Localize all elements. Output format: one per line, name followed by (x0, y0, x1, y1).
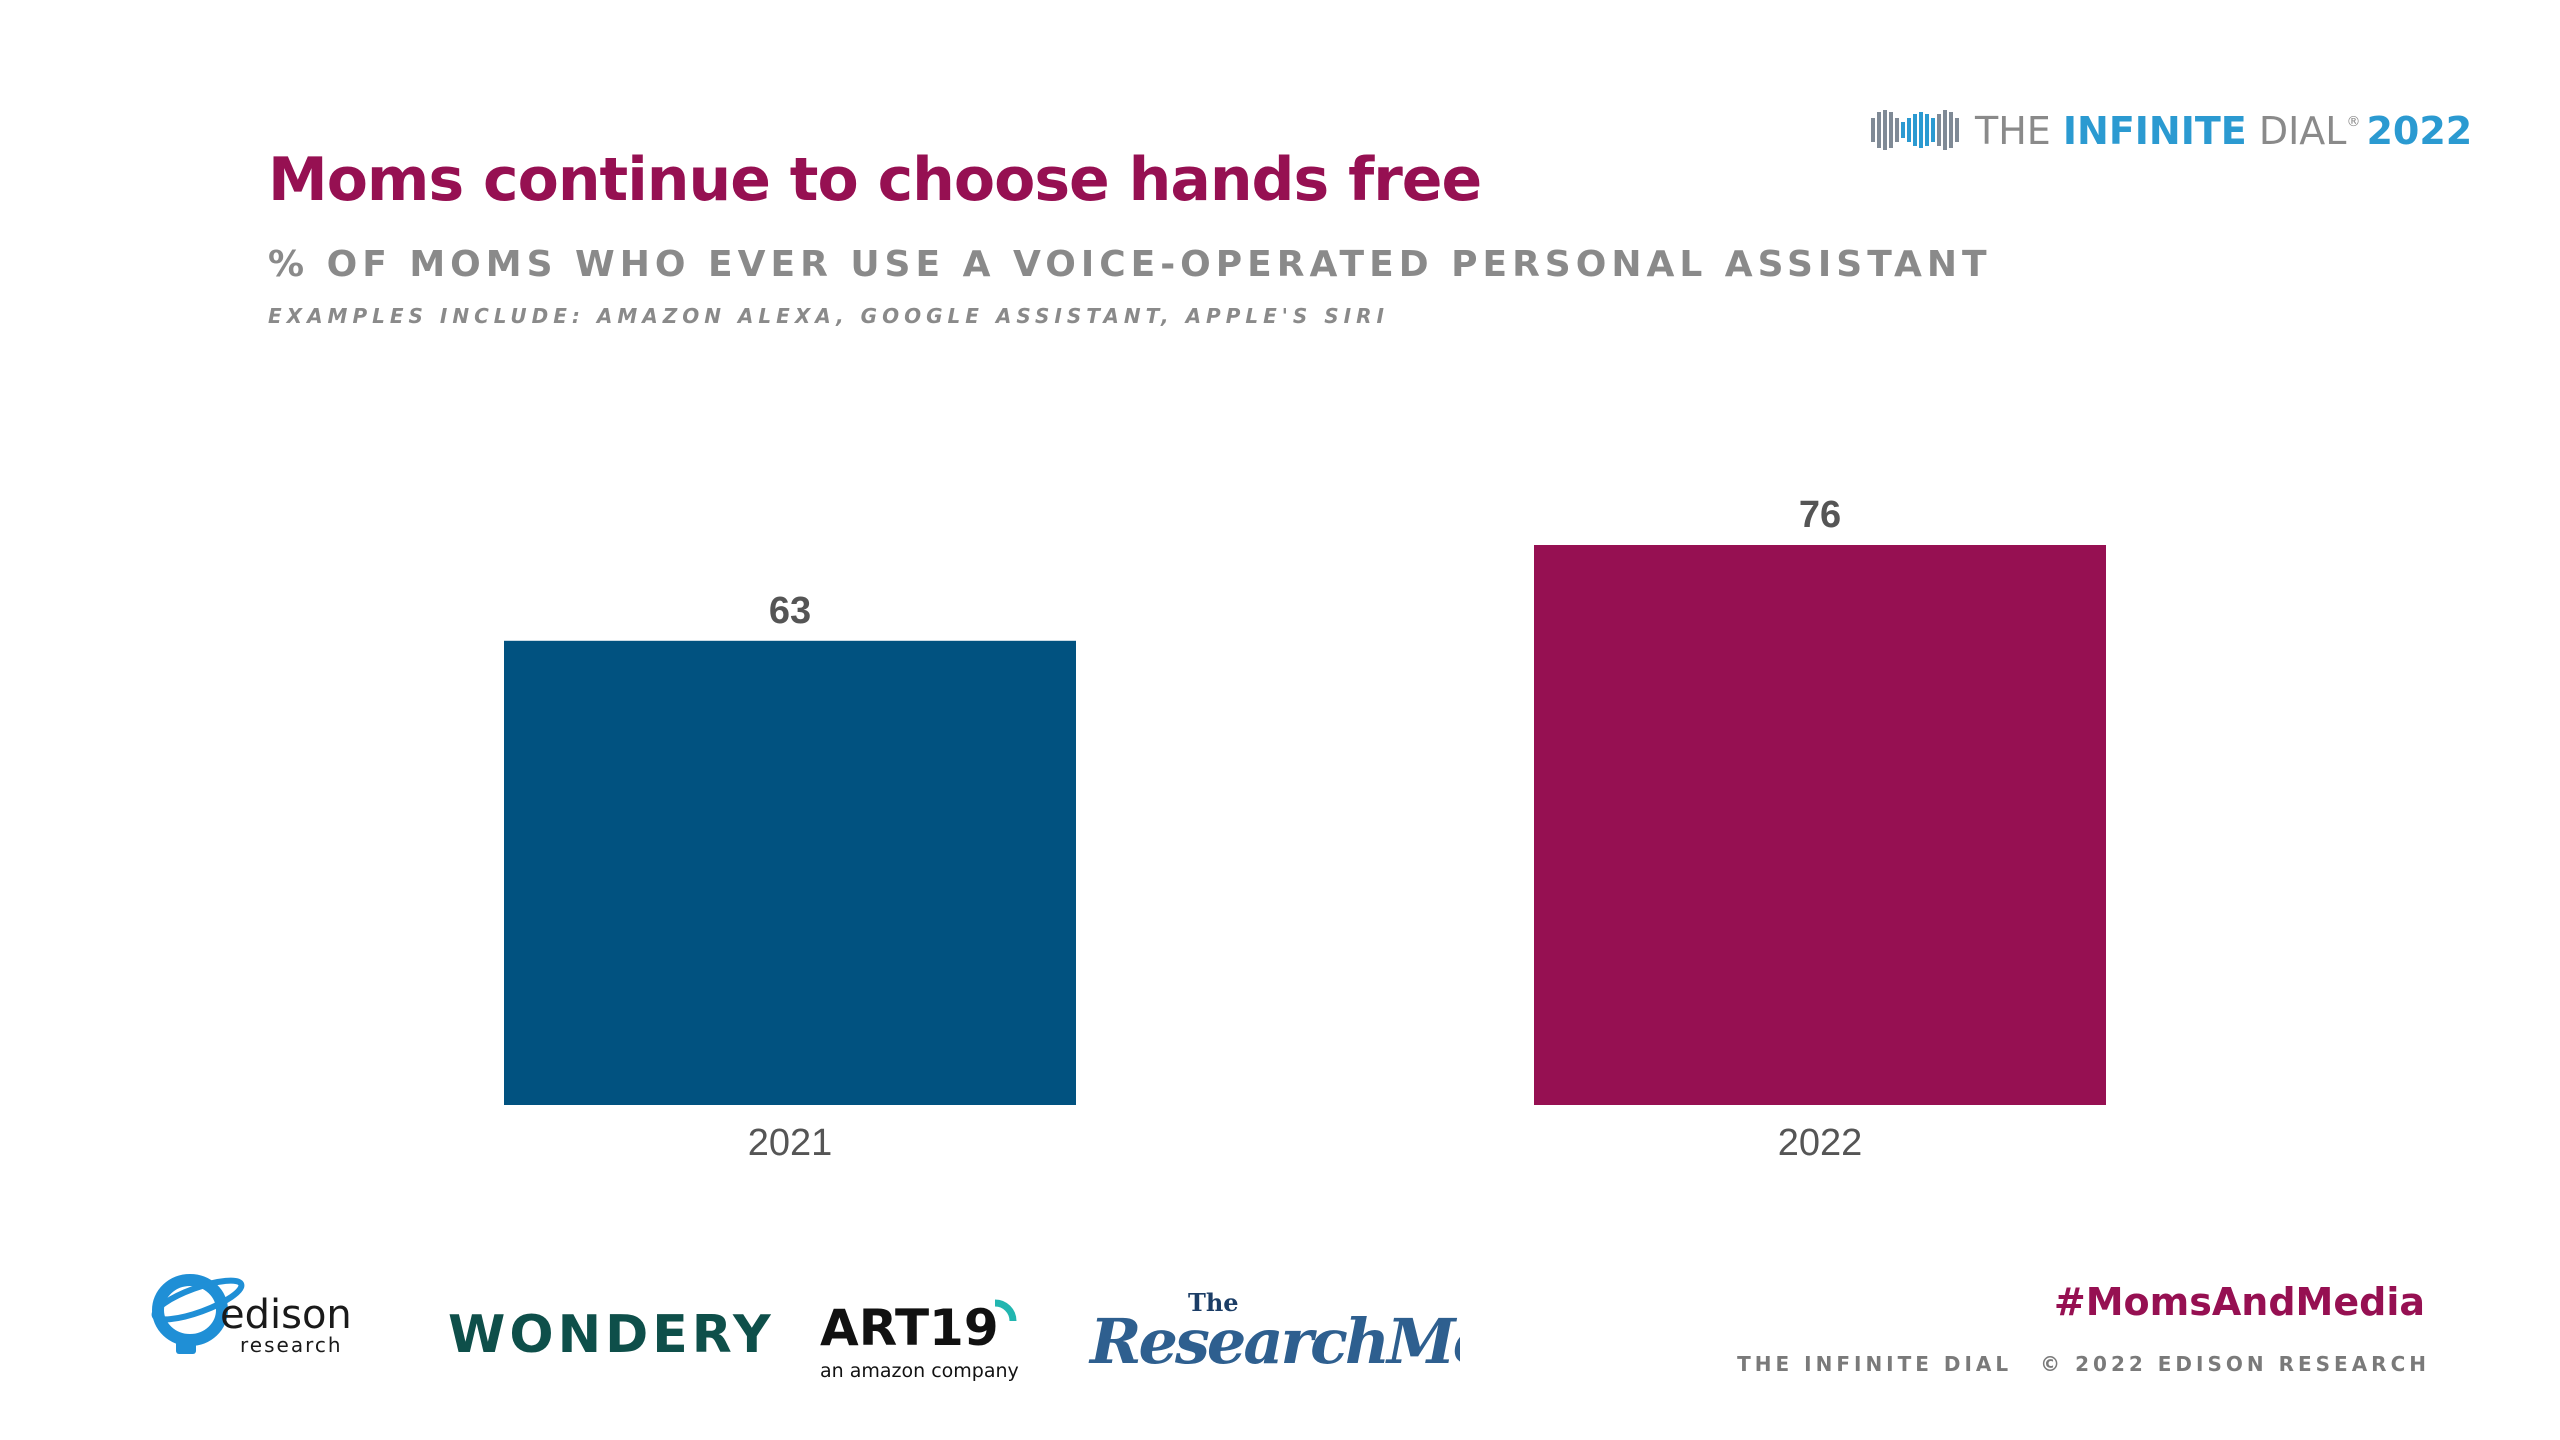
brand-year: 2022 (2366, 109, 2472, 153)
art19-logo: ART19 an amazon company (820, 1299, 1019, 1382)
art19-name: ART19 (820, 1299, 999, 1357)
infinity-icon (1871, 110, 1959, 150)
footer-dial: THE INFINITE DIAL (1737, 1352, 2013, 1376)
bar-2021 (504, 640, 1076, 1105)
infinite-dial-logo: THE INFINITE DIAL® 2022 (1871, 109, 2472, 153)
chart-subtitle: % OF MOMS WHO EVER USE A VOICE-OPERATED … (268, 244, 1992, 285)
footer-copyright: © 2022 EDISON RESEARCH (2040, 1352, 2430, 1376)
edison-name: edison (220, 1292, 352, 1338)
brand-dial: DIAL (2247, 109, 2347, 153)
hashtag: #MomsAndMedia (2053, 1280, 2425, 1324)
research-moms-the: The (1188, 1288, 1239, 1317)
bar-chart: 63 2021 76 2022 (504, 494, 2106, 1164)
chart-examples-note: EXAMPLES INCLUDE: AMAZON ALEXA, GOOGLE A… (268, 304, 1389, 328)
brand-infinite: INFINITE (2063, 109, 2247, 153)
brand-prefix: THE (1974, 109, 2063, 153)
edison-research-logo: edison research (151, 1274, 352, 1357)
data-label-2021: 63 (769, 590, 811, 632)
art19-sub: an amazon company (820, 1360, 1019, 1382)
page-title: Moms continue to choose hands free (268, 145, 1482, 215)
x-tick-label-2022: 2022 (1778, 1122, 1863, 1164)
edison-sub: research (240, 1333, 343, 1357)
brand-registered: ® (2346, 114, 2360, 130)
research-moms-logo: The ResearchMoms (1088, 1288, 1460, 1378)
data-label-2022: 76 (1799, 494, 1841, 536)
footer-credit: THE INFINITE DIAL © 2022 EDISON RESEARCH (1737, 1352, 2430, 1376)
research-moms-name: ResearchMoms (1088, 1305, 1460, 1378)
bar-2022 (1534, 545, 2106, 1105)
wondery-logo: WONDERY (448, 1305, 775, 1365)
svg-text:THE INFINITE DIAL®2022: THE INFINITE DIAL® 2022 (1974, 109, 2472, 153)
art19-arc-icon (994, 1299, 1017, 1322)
x-tick-label-2021: 2021 (748, 1122, 833, 1164)
